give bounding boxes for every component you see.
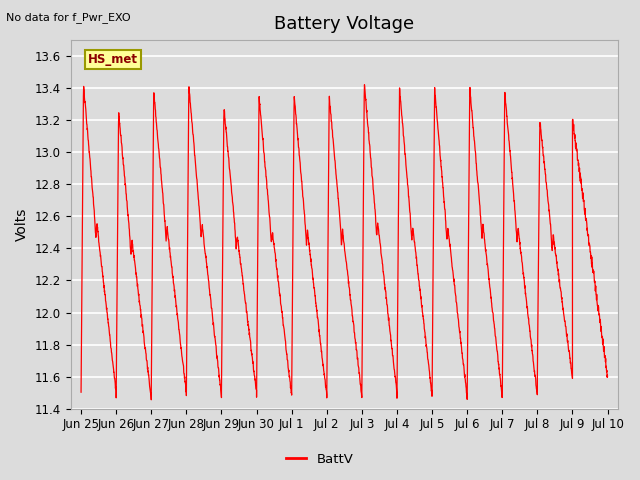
- Y-axis label: Volts: Volts: [15, 208, 29, 241]
- Text: HS_met: HS_met: [88, 53, 138, 66]
- Title: Battery Voltage: Battery Voltage: [275, 15, 414, 33]
- Legend: BattV: BattV: [281, 447, 359, 471]
- Text: No data for f_Pwr_EXO: No data for f_Pwr_EXO: [6, 12, 131, 23]
